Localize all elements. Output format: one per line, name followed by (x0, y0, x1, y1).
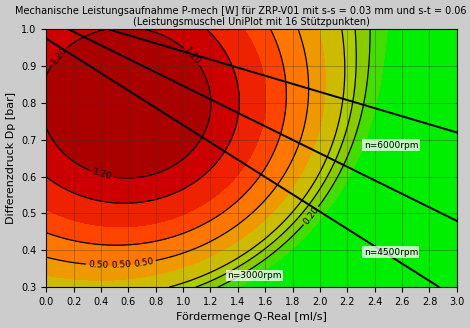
Text: n=4500rpm: n=4500rpm (364, 248, 418, 257)
Text: 0.50: 0.50 (110, 260, 131, 270)
Text: 1.20: 1.20 (91, 168, 113, 182)
Text: n=6000rpm: n=6000rpm (364, 141, 418, 150)
Text: 0.50: 0.50 (133, 256, 154, 269)
Text: 0.20: 0.20 (302, 205, 321, 226)
Text: 0.50: 0.50 (88, 260, 109, 270)
Text: 1.20: 1.20 (49, 45, 69, 66)
Title: Mechanische Leistungsaufnahme P-mech [W] für ZRP-V01 mit s-s = 0.03 mm und s-t =: Mechanische Leistungsaufnahme P-mech [W]… (15, 6, 470, 27)
Text: 1.20: 1.20 (182, 46, 202, 67)
X-axis label: Fördermenge Q-Real [ml/s]: Fördermenge Q-Real [ml/s] (176, 313, 327, 322)
Text: n=3000rpm: n=3000rpm (227, 271, 282, 280)
Y-axis label: Differenzdruck Dp [bar]: Differenzdruck Dp [bar] (6, 92, 16, 224)
